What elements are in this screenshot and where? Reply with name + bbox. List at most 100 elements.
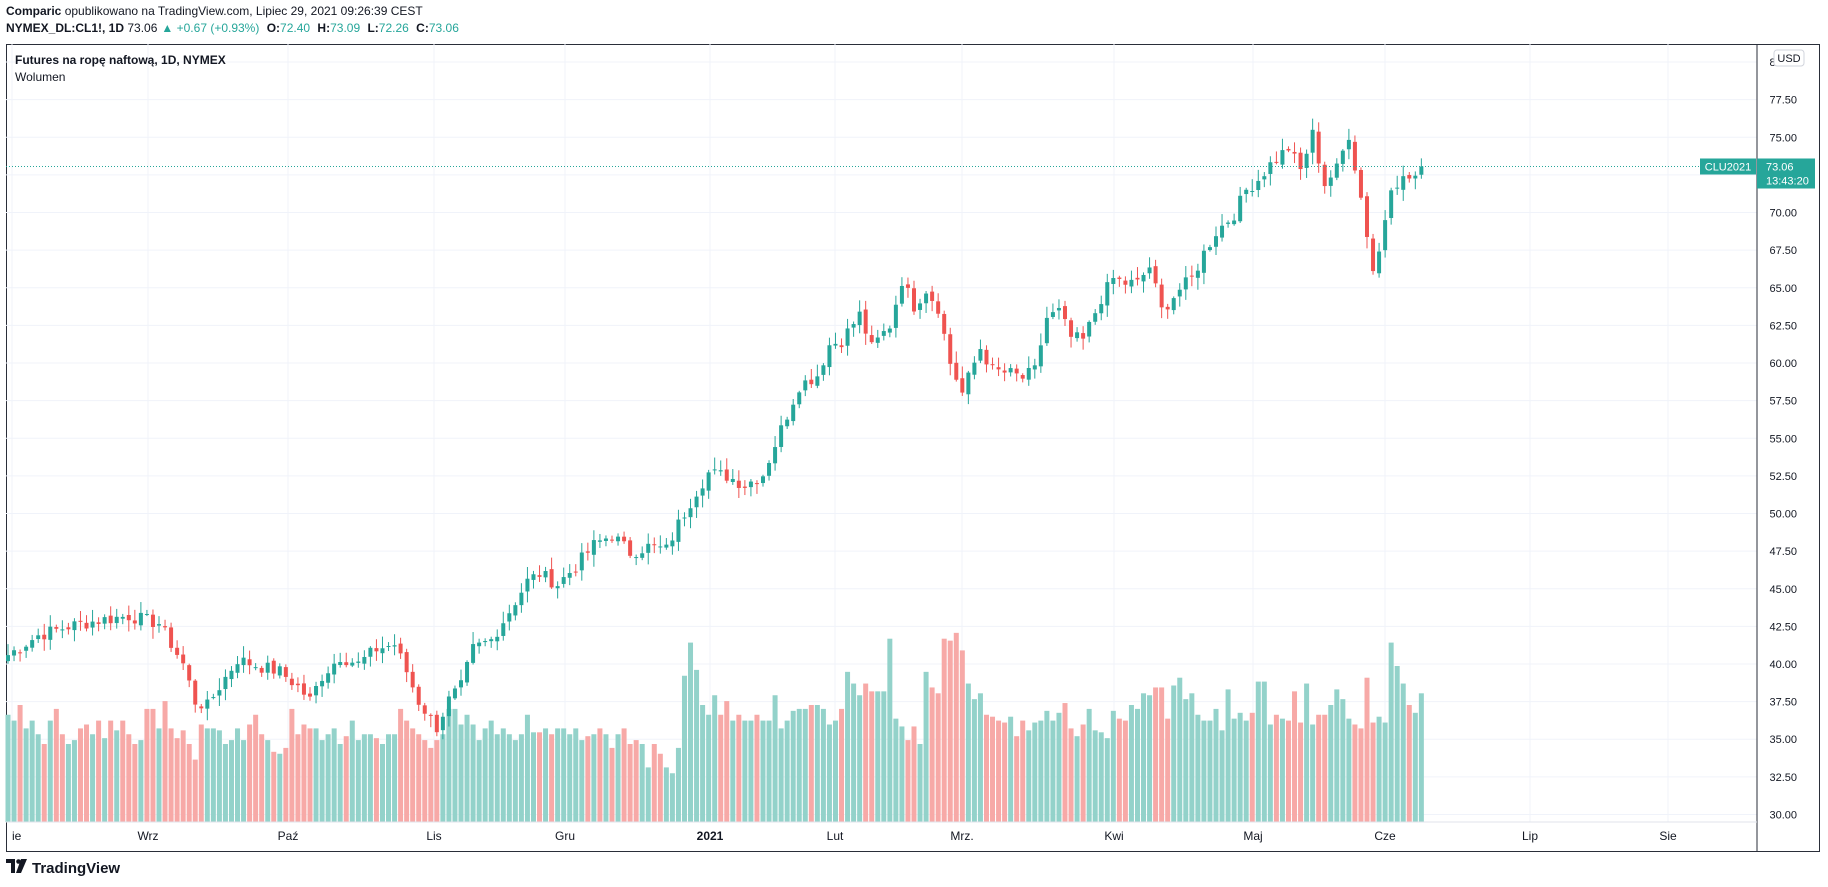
- candlestick: [1365, 192, 1369, 249]
- candle-body: [1322, 164, 1327, 187]
- volume-bar: [1213, 708, 1219, 822]
- volume-bar: [869, 691, 875, 822]
- candle-body: [821, 365, 826, 375]
- candlestick: [181, 646, 186, 670]
- candlestick: [899, 277, 904, 307]
- chart-frame[interactable]: [6, 44, 1820, 852]
- candle-body: [332, 663, 337, 675]
- candlestick: [259, 665, 264, 677]
- candlestick: [1171, 296, 1176, 315]
- candle-body: [869, 335, 874, 343]
- candlestick: [773, 436, 778, 471]
- time-tick-label: Mrz.: [950, 829, 973, 843]
- ohlc-line: NYMEX_DL:CL1!, 1D 73.06 ▲ +0.67 (+0.93%) …: [6, 21, 459, 35]
- candle-body: [392, 645, 397, 647]
- candlestick: [1117, 275, 1122, 287]
- candle-body: [622, 536, 627, 542]
- candlestick: [809, 368, 814, 388]
- volume-bar: [524, 714, 530, 822]
- candlestick: [247, 650, 252, 675]
- candle-body: [501, 623, 506, 636]
- candlestick: [767, 460, 772, 481]
- candlestick: [646, 533, 651, 565]
- candle-body: [48, 626, 53, 640]
- candle-body: [791, 404, 796, 422]
- tradingview-logo[interactable]: TradingView: [6, 859, 120, 877]
- candle-body: [658, 546, 663, 548]
- candlestick: [555, 581, 560, 599]
- close-label: C:: [416, 21, 429, 35]
- candle-body: [839, 345, 844, 348]
- candle-body: [1274, 161, 1279, 163]
- volume-bar: [959, 650, 965, 822]
- candle-body: [1153, 266, 1158, 284]
- volume-bar: [1098, 732, 1104, 822]
- volume-bar: [47, 720, 53, 822]
- candle-body: [477, 642, 482, 647]
- candlestick: [452, 685, 457, 700]
- volume-bar: [724, 701, 730, 822]
- candle-body: [410, 671, 415, 688]
- candle-body: [972, 362, 977, 375]
- candle-body: [1165, 306, 1170, 310]
- volume-bar: [1171, 685, 1177, 822]
- candlestick: [1256, 169, 1261, 198]
- time-tick-label: Paź: [278, 829, 299, 843]
- volume-bar: [796, 708, 802, 822]
- candle-body: [748, 481, 753, 488]
- candlestick: [754, 480, 759, 494]
- candle-body: [1159, 284, 1164, 308]
- candlestick: [495, 629, 500, 651]
- candle-body: [543, 571, 548, 578]
- volume-bar: [651, 744, 657, 822]
- volume-bar: [204, 728, 210, 822]
- volume-bar: [1092, 730, 1098, 822]
- volume-bar: [742, 720, 748, 822]
- candle-body: [899, 285, 904, 304]
- candlestick: [187, 663, 192, 688]
- candle-body: [259, 667, 264, 673]
- candle-body: [1207, 247, 1212, 251]
- volume-bar: [247, 724, 253, 822]
- price-tick-label: 70.00: [1769, 208, 1797, 220]
- candlestick: [120, 613, 125, 625]
- volume-bar: [645, 767, 651, 822]
- candlestick: [1038, 333, 1043, 373]
- volume-bar: [253, 714, 259, 822]
- candlestick: [1044, 306, 1049, 346]
- candle-body: [6, 655, 10, 662]
- candlestick: [863, 300, 868, 345]
- candlestick: [519, 583, 524, 613]
- volume-bar: [11, 720, 17, 822]
- time-tick-label: 2021: [697, 829, 724, 843]
- price-tick-label: 62.50: [1769, 320, 1797, 332]
- candlestick: [972, 356, 977, 380]
- volume-bar: [29, 720, 35, 822]
- last-price: 73.06: [127, 21, 158, 35]
- candlestick: [1195, 263, 1200, 290]
- candlestick: [821, 363, 826, 381]
- candlestick: [1159, 278, 1164, 319]
- volume-bar: [790, 710, 796, 822]
- publication-info: opublikowano na TradingView.com, Lipiec …: [64, 4, 423, 18]
- candle-body: [108, 615, 113, 624]
- volume-bar: [1002, 722, 1008, 822]
- candlestick: [791, 398, 796, 426]
- candle-body: [912, 288, 916, 312]
- currency-badge[interactable]: USD: [1773, 49, 1805, 67]
- price-tick-label: 47.50: [1769, 546, 1797, 558]
- volume-bar: [1122, 720, 1128, 822]
- volume-bar: [971, 699, 977, 822]
- candlestick: [114, 608, 119, 629]
- volume-bar: [675, 747, 681, 822]
- volume-bar: [1328, 705, 1334, 822]
- high-label: H:: [317, 21, 331, 35]
- volume-bar: [1231, 718, 1237, 822]
- candle-body: [320, 680, 325, 687]
- candlestick: [501, 611, 506, 641]
- volume-bar: [114, 730, 120, 822]
- volume-bar: [90, 734, 96, 822]
- publication-line: Comparic opublikowano na TradingView.com…: [6, 4, 423, 18]
- volume-bar: [301, 724, 307, 822]
